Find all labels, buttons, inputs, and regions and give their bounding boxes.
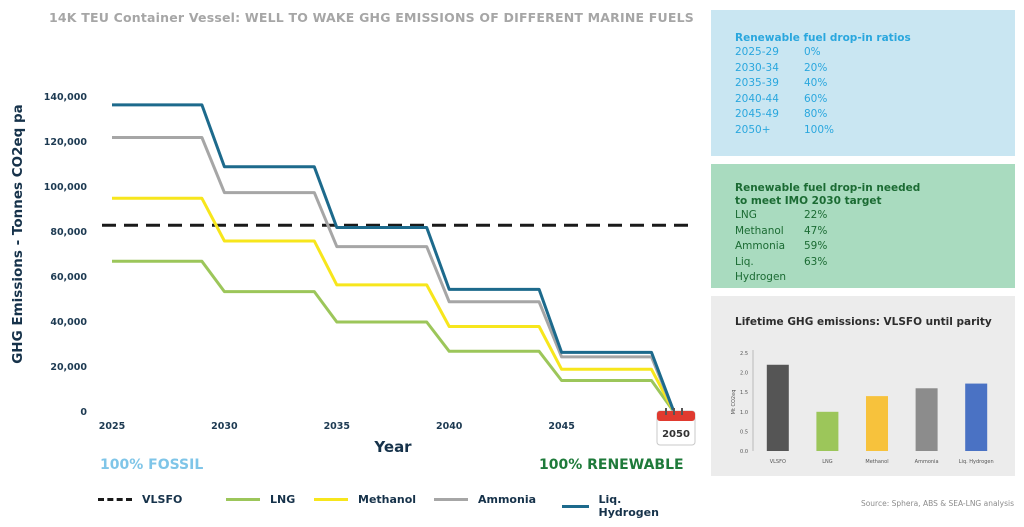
- renewable-label: 100% RENEWABLE: [539, 457, 684, 473]
- row-key: Ammonia: [735, 240, 786, 252]
- bar-y-tick-label: 2.5: [740, 351, 748, 357]
- bar-y-tick-label: 1.5: [740, 390, 748, 396]
- series-line-liq-hydrogen: [112, 103, 676, 413]
- panel-heading: Renewable fuel drop-in ratios: [735, 32, 911, 44]
- row-key: Methanol: [735, 224, 784, 237]
- legend-label: Ammonia: [478, 493, 537, 506]
- series-line-lng: [112, 259, 676, 413]
- row-key: 2025-29: [735, 46, 779, 58]
- chart-title: 14K TEU Container Vessel: WELL TO WAKE G…: [49, 10, 695, 25]
- x-tick-label: 2045: [548, 421, 574, 432]
- bar-methanol: [866, 396, 888, 451]
- row-value: 60%: [804, 92, 828, 105]
- row-value: 59%: [804, 240, 828, 252]
- legend-label: VLSFO: [142, 493, 183, 506]
- row-value: 63%: [804, 255, 828, 268]
- legend-swatch: [562, 504, 589, 508]
- panel-heading-line1: Renewable fuel drop-in needed: [735, 182, 921, 194]
- drop-in-ratios-panel: Renewable fuel drop-in ratios 2025-29 0% 2…: [711, 10, 1015, 156]
- x-tick-label: 2025: [99, 421, 125, 432]
- ratio-row: LNG 22%: [735, 208, 1015, 224]
- bar-category-label: Ammonia: [915, 459, 939, 465]
- calendar-2050-icon: 2050: [656, 408, 696, 446]
- bar-vlsfo: [766, 364, 789, 451]
- legend-lng: LNG: [226, 493, 295, 506]
- calendar-label: 2050: [662, 429, 690, 440]
- row-key: LNG: [735, 209, 757, 221]
- series-line-methanol: [112, 196, 676, 413]
- legend-swatch: [434, 498, 468, 501]
- bar-category-label: Liq. Hydrogen: [959, 459, 994, 465]
- lifetime-emissions-panel: Lifetime GHG emissions: VLSFO until pari…: [711, 296, 1015, 476]
- row-value: 80%: [804, 108, 828, 120]
- row-key: 2030-34: [735, 61, 779, 74]
- bar-category-label: VLSFO: [770, 459, 786, 465]
- legend-hydrogen: Liq. Hydrogen: [562, 493, 666, 519]
- bar-y-tick-label: 0.5: [740, 429, 748, 435]
- bar-y-tick-label: 2.0: [740, 371, 748, 377]
- bar-ammonia: [915, 388, 938, 451]
- panel-heading-line2: to meet IMO 2030 target: [735, 195, 882, 207]
- row-value: 20%: [804, 61, 828, 74]
- y-tick-label: 20,000: [50, 362, 87, 373]
- ratio-row: 2050+ 100%: [735, 123, 1015, 139]
- bar-chart-title: Lifetime GHG emissions: VLSFO until pari…: [735, 316, 992, 328]
- ratio-row: Methanol 47%: [735, 224, 1015, 240]
- lifetime-bar-chart: 0.0 0.5 1.0 1.5 2.0 2.5 Mt CO2eq VLSFO LNG Methan…: [731, 350, 994, 465]
- row-value: 47%: [804, 224, 828, 237]
- ratio-row: 2025-29 0%: [735, 45, 1015, 61]
- row-key: Liq. Hydrogen: [735, 255, 787, 284]
- ratio-row: Liq. Hydrogen 63%: [735, 255, 1015, 286]
- imo-target-panel: Renewable fuel drop-in needed to meet IM…: [711, 164, 1015, 288]
- legend-swatch: [98, 498, 132, 501]
- ratio-row: 2030-34 20%: [735, 61, 1015, 77]
- y-tick-label: 120,000: [44, 137, 88, 148]
- source-note: Source: Sphera, ABS & SEA-LNG analysis: [860, 499, 1014, 508]
- series-line-ammonia: [112, 136, 676, 413]
- legend-swatch: [314, 498, 348, 501]
- row-value: 0%: [804, 46, 821, 58]
- row-value: 40%: [804, 77, 828, 89]
- legend-label: Methanol: [358, 493, 417, 506]
- legend-ammonia: Ammonia: [434, 493, 536, 506]
- ratio-row: 2040-44 60%: [735, 92, 1015, 108]
- row-key: 2045-49: [735, 108, 779, 120]
- y-tick-label: 100,000: [44, 182, 88, 193]
- x-tick-label: 2035: [324, 421, 350, 432]
- ratio-row: 2035-39 40%: [735, 76, 1015, 92]
- bar-liq-hydrogen: [965, 383, 988, 451]
- legend-label: Liq. Hydrogen: [598, 493, 659, 519]
- bar-category-label: LNG: [822, 459, 833, 465]
- x-tick-label: 2040: [436, 421, 463, 432]
- emissions-line-chart: 0 20,000 40,000 60,000 80,000 100,000 120,000 1…: [10, 92, 696, 456]
- bar-y-tick-label: 1.0: [740, 410, 748, 416]
- row-value: 100%: [804, 123, 835, 136]
- legend-vlsfo: VLSFO: [98, 493, 182, 506]
- ratio-row: Ammonia 59%: [735, 239, 1015, 255]
- y-tick-label: 0: [80, 407, 87, 418]
- fossil-label: 100% FOSSIL: [100, 457, 204, 473]
- y-tick-label: 80,000: [50, 227, 87, 238]
- ratio-row: 2045-49 80%: [735, 107, 1015, 123]
- y-tick-label: 140,000: [44, 92, 88, 103]
- legend-swatch: [226, 498, 260, 501]
- row-key: 2050+: [735, 123, 771, 136]
- row-key: 2040-44: [735, 92, 779, 105]
- y-axis-title: GHG Emissions - Tonnes CO2eq pa: [10, 104, 26, 364]
- bar-lng: [816, 411, 839, 451]
- legend-methanol: Methanol: [314, 493, 416, 506]
- legend-label: LNG: [270, 493, 296, 506]
- x-tick-label: 2030: [211, 421, 238, 432]
- y-tick-label: 40,000: [50, 317, 87, 328]
- x-axis-title: Year: [373, 438, 412, 456]
- bar-y-tick-label: 0.0: [740, 449, 748, 455]
- row-value: 22%: [804, 209, 828, 221]
- row-key: 2035-39: [735, 77, 779, 89]
- bar-category-label: Methanol: [865, 459, 888, 465]
- y-tick-label: 60,000: [50, 272, 87, 283]
- bar-y-axis-title: Mt CO2eq: [731, 390, 737, 415]
